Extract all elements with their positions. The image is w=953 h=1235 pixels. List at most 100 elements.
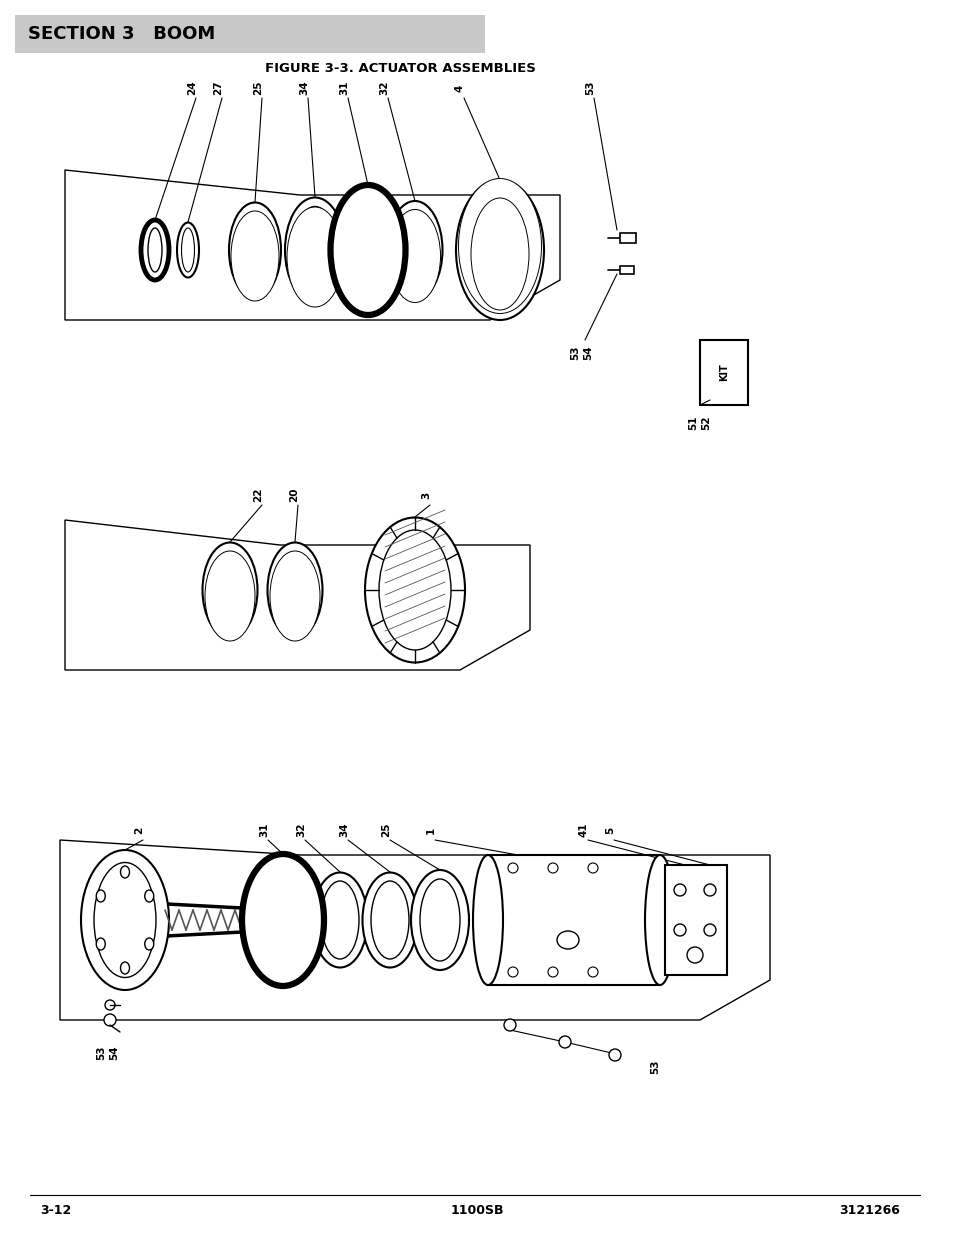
Ellipse shape [242, 853, 324, 986]
Circle shape [105, 1000, 115, 1010]
Text: 34: 34 [298, 80, 309, 95]
Circle shape [703, 884, 716, 897]
Ellipse shape [294, 206, 335, 294]
Text: 53: 53 [569, 345, 579, 359]
Ellipse shape [145, 939, 153, 950]
Ellipse shape [285, 198, 345, 303]
FancyBboxPatch shape [619, 266, 634, 274]
Text: 1: 1 [426, 826, 436, 834]
Ellipse shape [231, 211, 278, 301]
Ellipse shape [330, 185, 405, 315]
Circle shape [587, 967, 598, 977]
Ellipse shape [458, 179, 541, 314]
Text: 22: 22 [253, 488, 263, 503]
Ellipse shape [177, 222, 199, 278]
Ellipse shape [181, 228, 194, 272]
Ellipse shape [96, 939, 105, 950]
Polygon shape [65, 520, 530, 671]
Text: 24: 24 [187, 80, 196, 95]
Circle shape [507, 967, 517, 977]
Text: 5: 5 [604, 826, 615, 834]
Ellipse shape [81, 850, 169, 990]
Text: 53: 53 [649, 1060, 659, 1074]
Ellipse shape [213, 552, 247, 627]
Ellipse shape [378, 530, 451, 650]
Text: 54: 54 [109, 1045, 119, 1060]
Text: 4: 4 [455, 84, 464, 91]
Ellipse shape [205, 551, 254, 641]
Ellipse shape [365, 517, 464, 662]
Ellipse shape [145, 890, 153, 902]
Text: 2: 2 [133, 826, 144, 834]
Ellipse shape [148, 228, 162, 272]
Text: 53: 53 [584, 80, 595, 95]
Text: 1100SB: 1100SB [450, 1203, 503, 1216]
Circle shape [104, 1014, 116, 1026]
Ellipse shape [202, 542, 257, 637]
Circle shape [686, 947, 702, 963]
Text: 41: 41 [578, 823, 588, 837]
Ellipse shape [237, 212, 272, 288]
Circle shape [587, 863, 598, 873]
Text: 31: 31 [258, 823, 269, 837]
Ellipse shape [120, 866, 130, 878]
FancyBboxPatch shape [15, 15, 484, 53]
Ellipse shape [557, 931, 578, 948]
Text: 3-12: 3-12 [40, 1203, 71, 1216]
Ellipse shape [94, 862, 156, 977]
Ellipse shape [270, 551, 319, 641]
Text: 31: 31 [338, 80, 349, 95]
Ellipse shape [277, 552, 313, 627]
Circle shape [547, 863, 558, 873]
Circle shape [608, 1049, 620, 1061]
Ellipse shape [267, 542, 322, 637]
Circle shape [507, 863, 517, 873]
Text: KIT: KIT [719, 363, 728, 380]
FancyBboxPatch shape [700, 340, 747, 405]
Polygon shape [60, 840, 769, 1020]
Text: 54: 54 [582, 345, 593, 359]
Text: 52: 52 [700, 415, 710, 430]
Text: FIGURE 3-3. ACTUATOR ASSEMBLIES: FIGURE 3-3. ACTUATOR ASSEMBLIES [264, 62, 535, 74]
FancyBboxPatch shape [664, 864, 726, 974]
Text: 3: 3 [420, 492, 431, 499]
FancyBboxPatch shape [619, 233, 636, 243]
Ellipse shape [473, 855, 502, 986]
Text: SECTION 3   BOOM: SECTION 3 BOOM [28, 25, 215, 43]
Polygon shape [65, 170, 559, 320]
Circle shape [673, 884, 685, 897]
Ellipse shape [141, 220, 169, 280]
Ellipse shape [471, 198, 529, 310]
Ellipse shape [456, 180, 543, 320]
Ellipse shape [362, 872, 417, 967]
Ellipse shape [287, 207, 343, 308]
Text: 34: 34 [338, 823, 349, 837]
FancyBboxPatch shape [488, 855, 659, 986]
Text: 51: 51 [687, 415, 698, 430]
Circle shape [673, 924, 685, 936]
Text: 27: 27 [213, 80, 223, 95]
Ellipse shape [644, 855, 675, 986]
Ellipse shape [411, 869, 469, 969]
Ellipse shape [229, 203, 281, 298]
Ellipse shape [467, 190, 532, 310]
Text: 32: 32 [378, 80, 389, 95]
Ellipse shape [320, 881, 358, 960]
Text: 32: 32 [295, 823, 306, 837]
Text: 20: 20 [289, 488, 298, 503]
Ellipse shape [389, 210, 440, 303]
Ellipse shape [387, 201, 442, 299]
Ellipse shape [371, 881, 409, 960]
Ellipse shape [96, 890, 105, 902]
Circle shape [503, 1019, 516, 1031]
Ellipse shape [313, 872, 367, 967]
Circle shape [703, 924, 716, 936]
Circle shape [547, 967, 558, 977]
Ellipse shape [120, 962, 130, 974]
Circle shape [558, 1036, 571, 1049]
Ellipse shape [419, 879, 459, 961]
Text: 25: 25 [253, 80, 263, 95]
Text: 53: 53 [96, 1045, 106, 1060]
Ellipse shape [395, 210, 434, 290]
Text: 3121266: 3121266 [839, 1203, 899, 1216]
